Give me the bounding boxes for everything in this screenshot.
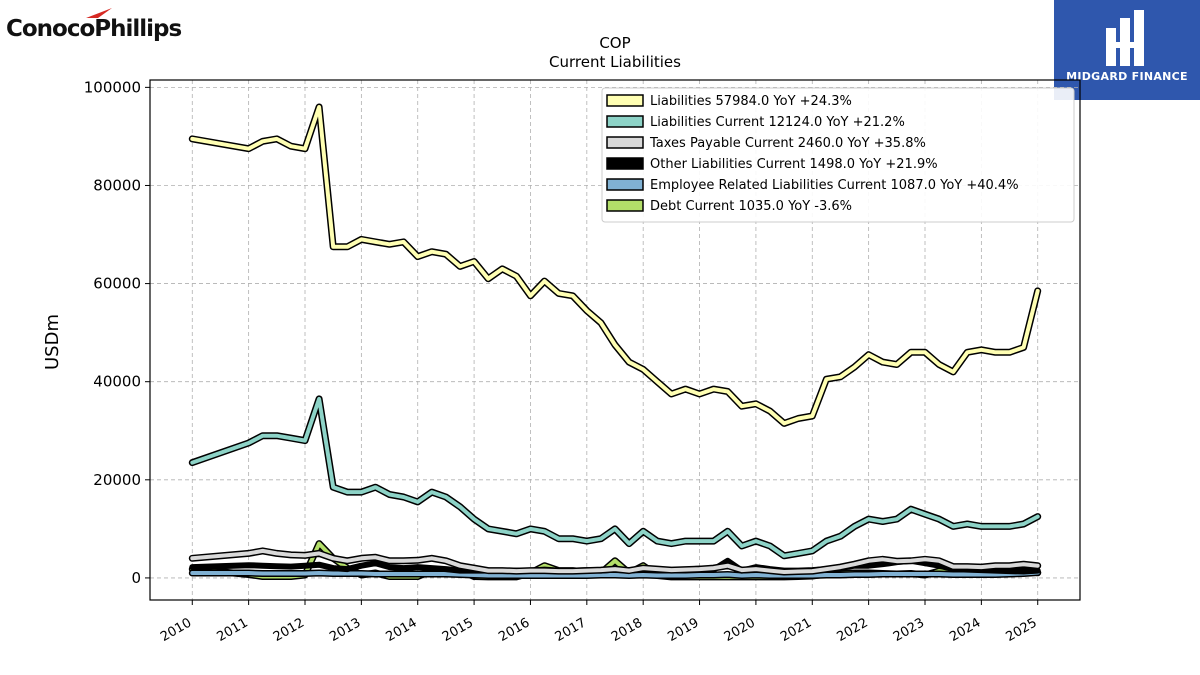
chart-subtitle: Current Liabilities (549, 53, 681, 71)
series-line (188, 395, 1042, 560)
legend-box (601, 87, 1075, 223)
legend-swatch (606, 115, 644, 128)
y-tick-label: 80000 (93, 176, 141, 194)
y-axis-label: USDm (42, 314, 63, 370)
legend-swatch (606, 199, 644, 212)
legend-label: Taxes Payable Current 2460.0 YoY +35.8% (649, 136, 926, 151)
series-line (188, 569, 1042, 579)
series-line (188, 103, 1042, 427)
y-axis-ticks: 0 20000 40000 60000 80000 100000 (84, 78, 150, 587)
legend-swatch (606, 136, 644, 149)
x-tick-label: 2017 (553, 615, 589, 645)
x-tick-label: 2022 (834, 615, 870, 645)
x-tick-label: 2013 (327, 615, 363, 645)
legend-label: Debt Current 1035.0 YoY -3.6% (650, 199, 852, 214)
logo-swoosh-icon (86, 8, 112, 18)
y-tick-label: 20000 (93, 471, 141, 489)
legend: Liabilities 57984.0 YoY +24.3% Liabilitie… (601, 87, 1075, 223)
legend-swatch (606, 94, 644, 107)
x-tick-label: 2010 (158, 615, 194, 645)
midgard-mark-icon (1106, 10, 1144, 66)
legend-swatch (606, 157, 644, 170)
x-axis-ticks: 2010 2011 2012 2013 2014 2015 2016 2017 2018 2019… (158, 600, 1040, 645)
legend-label: Liabilities Current 12124.0 YoY +21.2% (650, 115, 905, 130)
x-tick-label: 2023 (891, 615, 927, 645)
x-tick-label: 2018 (609, 615, 645, 645)
x-tick-label: 2019 (665, 615, 701, 645)
y-tick-label: 0 (131, 569, 141, 587)
x-tick-label: 2025 (1004, 615, 1040, 645)
midgard-name: MIDGARD FINANCE (1066, 70, 1188, 83)
x-tick-label: 2011 (214, 615, 250, 645)
legend-label: Other Liabilities Current 1498.0 YoY +21… (650, 157, 938, 172)
legend-label: Liabilities 57984.0 YoY +24.3% (650, 94, 852, 109)
x-tick-label: 2021 (778, 615, 814, 645)
x-tick-label: 2016 (496, 615, 532, 645)
series-line (188, 547, 1042, 576)
chart-title: COP (599, 34, 630, 52)
y-tick-label: 40000 (93, 373, 141, 391)
company-name: ConocoPhillips (6, 16, 182, 42)
x-tick-label: 2015 (440, 615, 476, 645)
y-tick-label: 60000 (93, 275, 141, 293)
series-lines (188, 103, 1042, 581)
x-tick-label: 2012 (271, 615, 307, 645)
legend-label: Employee Related Liabilities Current 108… (650, 178, 1019, 193)
plot-frame (149, 79, 1081, 601)
x-tick-label: 2014 (384, 615, 420, 645)
midgard-finance-logo: MIDGARD FINANCE (1054, 0, 1200, 100)
legend-swatch (606, 178, 644, 191)
x-tick-label: 2020 (722, 615, 758, 645)
x-tick-label: 2024 (947, 615, 983, 645)
y-tick-label: 100000 (84, 78, 141, 96)
